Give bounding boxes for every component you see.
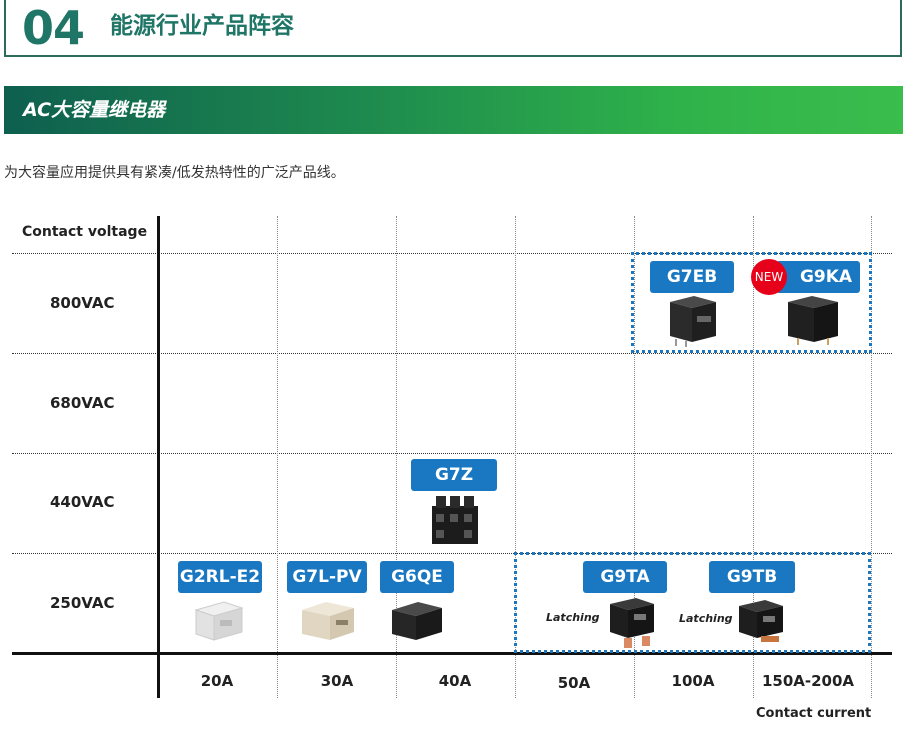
y-axis-title: Contact voltage [22, 224, 148, 240]
latching-label-g9ta: Latching [546, 611, 600, 624]
grid-line-v [634, 216, 635, 698]
group-box-g9t [514, 552, 871, 653]
section-title: 能源行业产品阵容 [110, 13, 294, 39]
col-label-50a: 50A [557, 674, 591, 692]
col-label-30a: 30A [320, 672, 354, 690]
row-label-680vac: 680VAC [50, 394, 115, 412]
grid-line-h [12, 553, 892, 554]
col-label-40a: 40A [438, 672, 472, 690]
row-label-440vac: 440VAC [50, 493, 115, 511]
category-band [4, 86, 903, 134]
new-badge: NEW [751, 259, 787, 295]
relay-image-g9ta [610, 598, 654, 648]
section-number: 04 [22, 1, 85, 55]
row-label-800vac: 800VAC [50, 294, 115, 312]
grid-line-v [515, 216, 516, 698]
relay-image-g9ka [788, 296, 838, 345]
relay-image-g2rl-e2 [194, 601, 244, 641]
grid-line-h [12, 453, 892, 454]
product-tag-g7z[interactable]: G7Z [411, 459, 497, 491]
relay-image-g6qe [392, 602, 442, 640]
relay-image-g7z [432, 496, 478, 544]
col-label-20a: 20A [200, 672, 234, 690]
latching-label-g9tb: Latching [679, 612, 733, 625]
grid-line-v [871, 216, 872, 698]
product-tag-g2rl-e2[interactable]: G2RL-E2 [178, 561, 262, 593]
col-label-150a-200a: 150A-200A [761, 672, 855, 690]
product-tag-g6qe[interactable]: G6QE [380, 561, 454, 593]
group-box-800vac [631, 252, 872, 353]
x-axis [12, 652, 892, 655]
section-header-box [4, 0, 902, 57]
relay-image-g7l-pv [302, 602, 354, 640]
product-tag-g7l-pv[interactable]: G7L-PV [287, 561, 367, 593]
description-text: 为大容量应用提供具有紧凑/低发热特性的广泛产品线。 [4, 165, 345, 181]
product-tag-g9tb[interactable]: G9TB [709, 561, 795, 593]
y-axis [157, 216, 160, 698]
relay-image-g9tb [739, 600, 783, 642]
col-label-100a: 100A [671, 672, 715, 690]
grid-line-h [12, 353, 892, 354]
product-tag-g7eb[interactable]: G7EB [650, 261, 734, 293]
product-tag-g9ta[interactable]: G9TA [583, 561, 667, 593]
grid-line-v [753, 216, 754, 698]
grid-line-h [12, 253, 892, 254]
grid-line-v [396, 216, 397, 698]
category-title: AC大容量继电器 [23, 99, 166, 121]
grid-line-v [277, 216, 278, 698]
row-label-250vac: 250VAC [50, 594, 115, 612]
product-tag-g9ka[interactable]: G9KA [776, 261, 860, 293]
relay-image-g7eb [670, 296, 716, 347]
x-axis-title: Contact current [756, 706, 872, 721]
